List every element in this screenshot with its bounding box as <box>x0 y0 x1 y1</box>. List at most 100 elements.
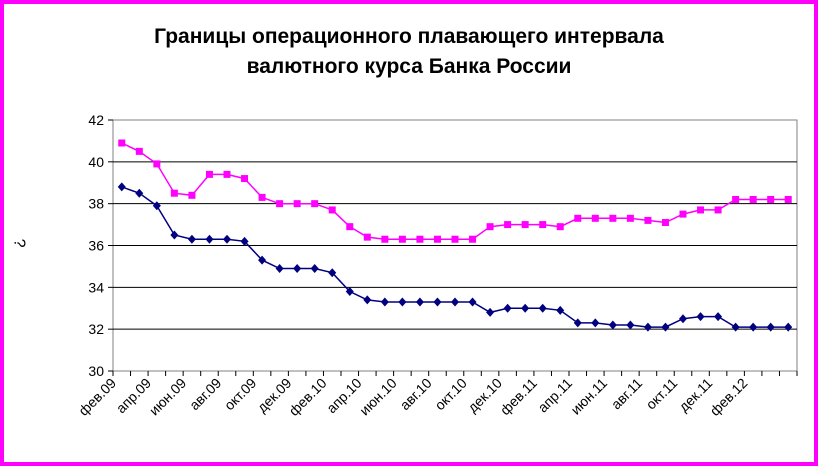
data-point <box>679 210 687 218</box>
data-point <box>363 233 371 241</box>
data-point <box>118 139 126 147</box>
x-tick-label: авг.11 <box>608 375 646 413</box>
data-point <box>609 214 617 222</box>
x-tick-label: фев.10 <box>286 375 330 419</box>
data-point <box>749 195 757 203</box>
data-point <box>187 234 196 244</box>
x-tick-label: фев.11 <box>497 375 540 418</box>
data-point <box>539 221 547 229</box>
data-point <box>346 223 354 231</box>
data-point <box>205 170 213 178</box>
data-point <box>626 214 634 222</box>
data-point <box>275 264 284 274</box>
data-point <box>328 206 336 214</box>
data-point <box>626 320 635 330</box>
data-point <box>608 320 617 330</box>
data-point <box>731 322 740 332</box>
gridlines <box>113 161 797 330</box>
y-axis-ticks: 30 32 34 36 38 40 42 <box>88 112 113 379</box>
data-point <box>749 322 758 332</box>
series-2 <box>117 182 793 332</box>
data-point <box>135 147 143 155</box>
data-point <box>311 200 319 208</box>
data-point <box>310 264 319 274</box>
data-point <box>363 295 372 305</box>
data-point <box>503 303 512 313</box>
data-point <box>714 312 723 322</box>
data-point <box>504 221 512 229</box>
x-tick-label: авг.09 <box>186 375 224 413</box>
data-point <box>679 314 687 324</box>
data-point <box>205 234 214 244</box>
data-point <box>276 200 284 208</box>
data-point <box>661 322 670 332</box>
y-tick-label: 42 <box>88 112 104 128</box>
y-tick-label: 34 <box>88 279 104 295</box>
x-tick-label: июн.10 <box>356 375 400 419</box>
data-point <box>188 191 196 199</box>
data-point <box>556 223 564 231</box>
data-series <box>117 139 793 332</box>
data-point <box>714 206 722 214</box>
series-1 <box>118 139 792 243</box>
data-point <box>469 235 477 243</box>
data-point <box>732 195 740 203</box>
data-point <box>521 221 529 229</box>
x-tick-label: окт.11 <box>643 375 681 413</box>
y-tick-label: 38 <box>88 196 104 212</box>
data-point <box>574 214 582 222</box>
data-point <box>784 322 793 332</box>
y-tick-label: 30 <box>88 363 104 379</box>
data-point <box>433 235 441 243</box>
data-point <box>591 214 599 222</box>
data-point <box>433 297 442 307</box>
data-point <box>398 297 407 307</box>
data-point <box>573 318 582 328</box>
data-point <box>135 188 144 198</box>
data-point <box>223 234 231 244</box>
chart-title: Границы операционного плавающего интерва… <box>154 25 664 78</box>
data-point <box>415 297 424 307</box>
data-point <box>152 201 161 211</box>
data-point <box>451 235 459 243</box>
data-point <box>223 170 231 178</box>
x-tick-label: фев.12 <box>707 375 751 419</box>
data-point <box>258 255 267 265</box>
data-point <box>696 312 705 322</box>
data-point <box>538 303 547 313</box>
data-point <box>328 268 337 278</box>
data-point <box>521 303 530 313</box>
data-point <box>591 318 600 328</box>
data-point <box>153 160 161 168</box>
data-point <box>451 297 459 307</box>
x-tick-label: июн.09 <box>146 375 190 419</box>
x-tick-label: июн.11 <box>567 375 610 418</box>
data-point <box>170 189 178 197</box>
data-point <box>486 307 495 317</box>
data-point <box>644 216 652 224</box>
x-tick-label: фев.09 <box>75 375 119 419</box>
data-point <box>468 297 477 307</box>
x-tick-label: окт.10 <box>431 375 470 414</box>
data-point <box>661 218 669 226</box>
data-point <box>170 230 179 240</box>
data-point <box>697 206 705 214</box>
data-point <box>258 193 266 201</box>
data-point <box>380 297 389 307</box>
data-point <box>293 200 301 208</box>
y-tick-label: 36 <box>88 238 104 254</box>
y-tick-label: 32 <box>88 321 104 337</box>
data-point <box>398 235 406 243</box>
x-tick-label: апр.11 <box>534 375 575 416</box>
y-tick-label: 40 <box>88 154 104 170</box>
data-point <box>241 175 249 183</box>
x-tick-label: окт.09 <box>221 375 260 414</box>
data-point <box>293 264 302 274</box>
data-point <box>556 305 565 315</box>
x-axis-ticks: фев.09апр.09июн.09авг.09окт.09дек.09фев.… <box>75 371 798 419</box>
data-point <box>117 182 126 192</box>
data-point <box>345 287 354 297</box>
x-tick-label: авг.10 <box>397 375 435 413</box>
data-point <box>643 322 652 332</box>
